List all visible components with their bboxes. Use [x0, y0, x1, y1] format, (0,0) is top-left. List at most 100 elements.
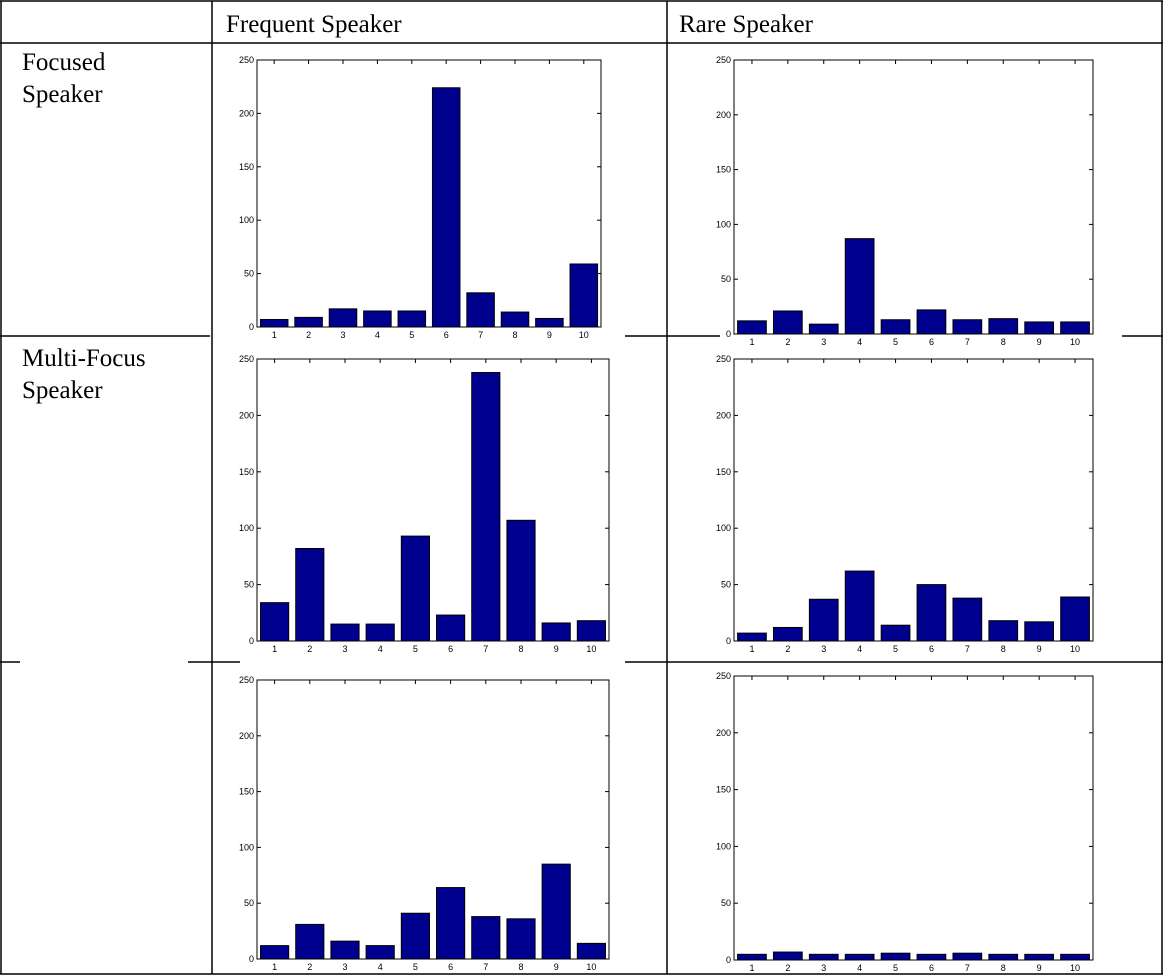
x-tick-label: 7	[965, 337, 970, 347]
y-tick-label: 200	[716, 410, 731, 420]
y-tick-label: 150	[716, 467, 731, 477]
bar	[295, 548, 325, 642]
x-tick-label: 1	[749, 337, 754, 347]
x-tick-label: 4	[375, 330, 380, 340]
x-tick-label: 5	[893, 963, 898, 973]
bar	[952, 319, 983, 335]
bar	[259, 319, 289, 328]
x-tick-label: 8	[518, 644, 523, 654]
x-tick-label: 8	[1001, 644, 1006, 654]
bar	[506, 519, 536, 642]
x-tick-label: 2	[307, 962, 312, 972]
x-tick-label: 1	[749, 963, 754, 973]
bar	[363, 310, 392, 328]
y-tick-label: 100	[239, 215, 254, 225]
y-tick-label: 250	[239, 675, 254, 685]
bar	[431, 87, 461, 328]
x-tick-label: 2	[785, 644, 790, 654]
y-tick-label: 100	[239, 842, 254, 852]
y-tick-label: 250	[239, 55, 254, 65]
bar	[916, 584, 947, 642]
y-tick-label: 100	[239, 523, 254, 533]
bar	[541, 863, 571, 960]
plot-frame	[256, 59, 602, 328]
x-tick-label: 4	[857, 963, 862, 973]
x-tick-label: 3	[340, 330, 345, 340]
y-tick-label: 50	[721, 898, 731, 908]
x-tick-label: 10	[586, 962, 596, 972]
plot-frame	[256, 358, 610, 642]
y-tick-label: 200	[716, 728, 731, 738]
x-tick-label: 4	[378, 644, 383, 654]
x-tick-label: 7	[483, 962, 488, 972]
bar	[506, 918, 536, 960]
row-label-line: Focused	[22, 49, 106, 76]
y-tick-label: 100	[716, 841, 731, 851]
y-tick-label: 0	[249, 954, 254, 964]
y-tick-label: 150	[239, 467, 254, 477]
bar	[916, 953, 947, 961]
bar	[260, 602, 290, 642]
bar	[737, 320, 767, 335]
y-tick-label: 100	[716, 523, 731, 533]
x-tick-label: 9	[554, 644, 559, 654]
bar-chart-focused-rare: 0 50 100 150 200 250 1 2 3 4 5 6 7 8 9 10	[716, 55, 1094, 347]
bar-chart-third-rare: 0 50 100 150 200 250 1 2 3 4 5 6 7 8 9 10	[716, 671, 1094, 973]
x-tick-label: 2	[307, 644, 312, 654]
x-tick-label: 10	[1070, 963, 1080, 973]
bar	[952, 597, 983, 642]
bar	[880, 624, 911, 642]
bar	[808, 953, 839, 961]
x-tick-label: 9	[1037, 644, 1042, 654]
y-tick-label: 0	[726, 955, 731, 965]
x-tick-label: 8	[1001, 963, 1006, 973]
bar	[330, 940, 360, 960]
column-header-frequent-speaker: Frequent Speaker	[226, 11, 402, 38]
x-tick-label: 5	[893, 644, 898, 654]
row-label-line: Speaker	[22, 377, 103, 404]
bar	[535, 317, 564, 328]
y-tick-label: 150	[239, 162, 254, 172]
y-tick-label: 50	[244, 580, 254, 590]
bar	[397, 310, 427, 328]
bar	[1060, 321, 1090, 335]
plot-frame	[733, 358, 1094, 642]
y-tick-label: 150	[716, 785, 731, 795]
bar	[1024, 953, 1055, 961]
y-tick-label: 0	[249, 322, 254, 332]
bar-chart-multifocus-frequent: 0 50 100 150 200 250 1 2 3 4 5 6 7 8 9 10	[239, 354, 610, 654]
bar	[365, 623, 395, 642]
bar	[880, 319, 911, 335]
bar	[772, 310, 803, 335]
y-tick-label: 50	[721, 580, 731, 590]
bar	[576, 942, 606, 960]
y-tick-label: 250	[239, 354, 254, 364]
y-tick-label: 0	[726, 329, 731, 339]
bar	[471, 372, 501, 642]
x-tick-label: 5	[893, 337, 898, 347]
bar	[295, 923, 325, 960]
y-tick-label: 100	[716, 219, 731, 229]
bar	[400, 912, 430, 960]
x-tick-label: 3	[821, 963, 826, 973]
x-tick-label: 2	[785, 337, 790, 347]
x-tick-label: 7	[483, 644, 488, 654]
y-tick-label: 0	[726, 636, 731, 646]
x-tick-label: 3	[821, 337, 826, 347]
bar	[541, 622, 571, 642]
x-tick-label: 2	[306, 330, 311, 340]
bar	[400, 535, 430, 642]
y-tick-label: 200	[239, 410, 254, 420]
column-header-rare-speaker: Rare Speaker	[679, 11, 813, 38]
x-tick-label: 9	[554, 962, 559, 972]
x-tick-label: 1	[272, 644, 277, 654]
bar	[880, 952, 911, 961]
row-label-line: Multi-Focus	[22, 345, 146, 372]
bar	[844, 570, 875, 642]
x-tick-label: 9	[547, 330, 552, 340]
x-tick-label: 10	[1070, 337, 1080, 347]
bar	[772, 951, 803, 961]
bar	[330, 623, 360, 642]
x-tick-label: 4	[857, 644, 862, 654]
bar	[988, 953, 1019, 961]
